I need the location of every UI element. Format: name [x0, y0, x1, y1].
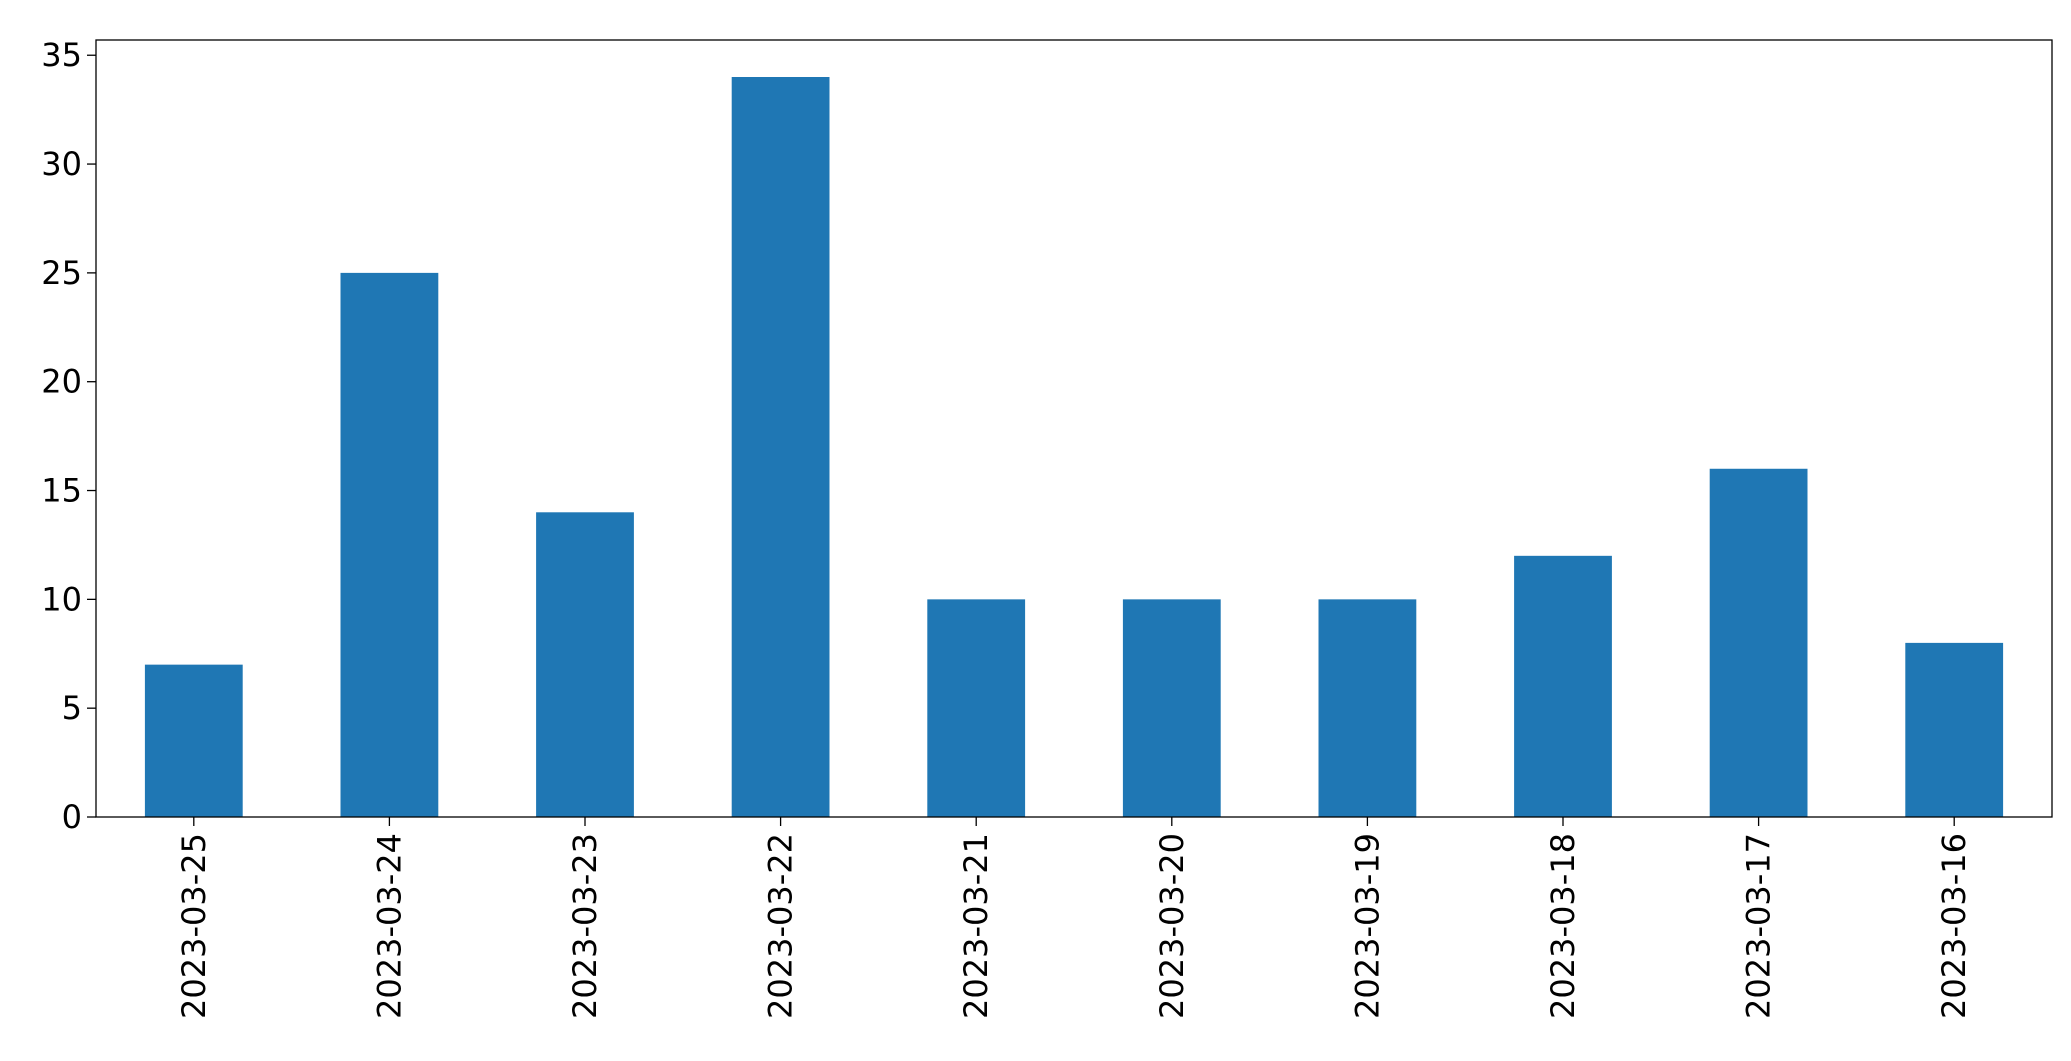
bar: [1122, 599, 1221, 817]
bar: [340, 272, 439, 818]
y-tick-label: 10: [41, 580, 82, 618]
y-tick-label: 35: [41, 36, 82, 74]
x-tick-label: 2023-03-19: [1348, 833, 1386, 1019]
x-tick-label: 2023-03-18: [1544, 833, 1582, 1019]
x-tick-label: 2023-03-24: [370, 833, 408, 1019]
plot-frame: [95, 39, 2053, 818]
bar: [1709, 468, 1808, 817]
x-tick-label: 2023-03-17: [1740, 833, 1778, 1019]
x-tick-label: 2023-03-22: [762, 833, 800, 1019]
bar: [1318, 599, 1417, 817]
bar: [1905, 642, 2004, 817]
y-tick-label: 15: [41, 472, 82, 510]
bar: [731, 77, 830, 817]
x-tick-label: 2023-03-20: [1153, 833, 1191, 1019]
x-tick-label: 2023-03-23: [566, 833, 604, 1019]
x-tick-label: 2023-03-25: [175, 833, 213, 1019]
bar: [144, 664, 243, 817]
x-tick-label: 2023-03-21: [957, 833, 995, 1019]
y-tick-label: 30: [41, 145, 82, 183]
x-tick-label: 2023-03-16: [1935, 833, 1973, 1019]
y-tick-label: 25: [41, 254, 82, 292]
bar: [927, 599, 1026, 817]
y-tick-label: 0: [62, 798, 82, 836]
y-tick-label: 5: [62, 689, 82, 727]
y-tick-label: 20: [41, 363, 82, 401]
bar: [536, 512, 634, 817]
bar: [1514, 555, 1612, 817]
